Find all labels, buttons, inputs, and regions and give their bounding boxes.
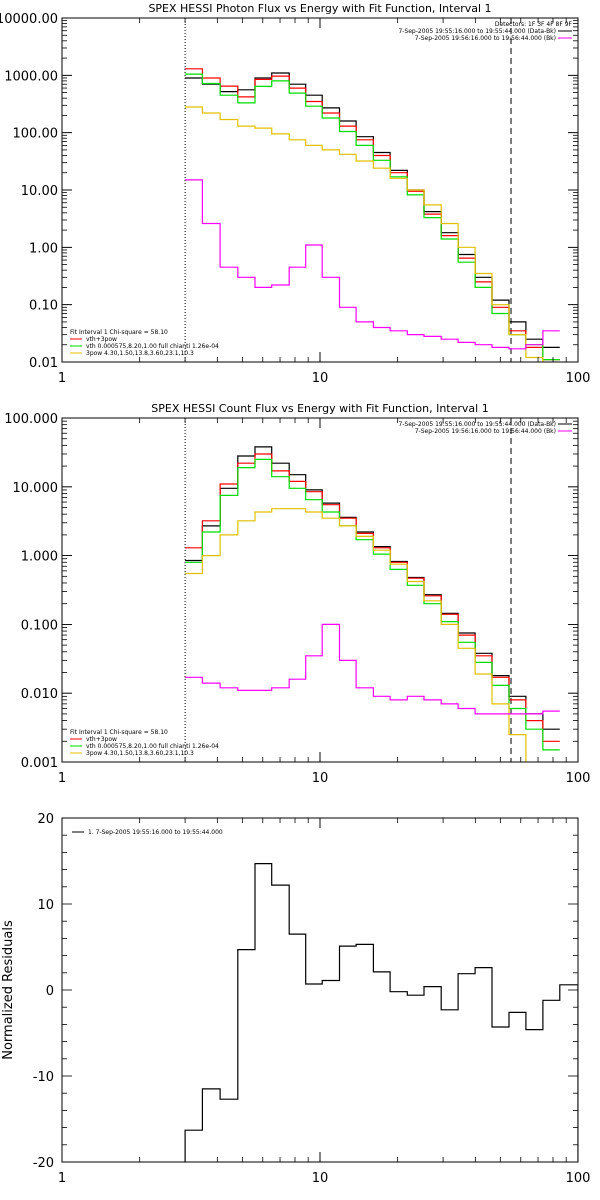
panel1-legend-header: Fit Interval 1 Chi-square = 58.10 bbox=[70, 329, 168, 336]
panel3-ytick-label: -20 bbox=[33, 1156, 54, 1171]
panel2-legend-entry: vth 0.000575,8.20,1.00 full chianti 1.26… bbox=[86, 743, 219, 750]
panel2-plot-area bbox=[184, 418, 560, 762]
panel3-frame bbox=[61, 817, 579, 1163]
panel2-series-1 bbox=[185, 453, 560, 742]
panel2-title: SPEX HESSI Count Flux vs Energy with Fit… bbox=[151, 402, 488, 415]
panel2-frame bbox=[61, 417, 579, 763]
panel2-legend-entry: 3pow 4.30,1.50,13.8,3.60,23.1,10.3 bbox=[86, 750, 194, 757]
panel1-legend-entry: vth+3pow bbox=[86, 336, 117, 343]
panel1-ytick-label: 10000.00 bbox=[0, 12, 58, 27]
panel2-legend-top-entry: 7-Sep-2005 19:56:16.000 to 19:56:44.000 … bbox=[415, 428, 556, 435]
panel2-ytick-label: 0.001 bbox=[21, 756, 58, 771]
panel1-ytick-label: 10.00 bbox=[21, 184, 58, 199]
panel3-ylabel: Normalized Residuals bbox=[1, 920, 16, 1060]
panel2-series-3 bbox=[185, 508, 527, 762]
panel3-legend-entry: 1. 7-Sep-2005 19:55:16.000 to 19:55:44.0… bbox=[88, 829, 223, 836]
panel2-ytick-label: 0.010 bbox=[21, 687, 58, 702]
panel3-xtick-label: 1 bbox=[58, 1171, 66, 1186]
panel2-xtick-label: 100 bbox=[566, 771, 591, 786]
panel1-series-1 bbox=[185, 68, 560, 361]
panel2-series-0 bbox=[185, 446, 560, 730]
panel1-legend-detectors: Detectors: 1F 3F 4F 8F 9F bbox=[495, 21, 573, 28]
panel1-legend-entry: vth 0.000575,8.20,1.00 full chianti 1.26… bbox=[86, 343, 219, 350]
panel1-xtick-label: 10 bbox=[312, 371, 329, 386]
panel2-ytick-label: 0.100 bbox=[21, 618, 58, 633]
panel3-ytick-label: -10 bbox=[33, 1070, 54, 1085]
panel2-legend-entry: vth+3pow bbox=[86, 736, 117, 743]
panel2-xtick-label: 1 bbox=[58, 771, 66, 786]
panel3-ytick-label: 20 bbox=[37, 812, 54, 827]
panel2-ytick-label: 1.000 bbox=[21, 550, 58, 565]
panel3-ytick-label: 0 bbox=[46, 984, 54, 999]
panel1-ytick-label: 100.00 bbox=[13, 127, 59, 142]
panel2-series-4 bbox=[185, 623, 560, 715]
panel1-legend-top-entry: 7-Sep-2005 19:55:16.000 to 19:55:44.000 … bbox=[398, 28, 556, 35]
panel1-ytick-label: 0.01 bbox=[29, 356, 58, 371]
panel1-ytick-label: 1.00 bbox=[29, 241, 58, 256]
panel1-legend-entry: 3pow 4.30,1.50,13.8,3.60,23.1,10.3 bbox=[86, 350, 194, 357]
panel1-frame bbox=[61, 17, 579, 363]
panel1-xtick-label: 1 bbox=[58, 371, 66, 386]
panel3-ytick-label: 10 bbox=[37, 898, 54, 913]
panel1-ytick-label: 0.10 bbox=[29, 299, 58, 314]
panel3-xtick-label: 10 bbox=[312, 1171, 329, 1186]
panel1-ytick-label: 1000.00 bbox=[4, 69, 58, 84]
panel2-series-2 bbox=[185, 458, 560, 751]
panel1-xtick-label: 100 bbox=[566, 371, 591, 386]
panel1-series-0 bbox=[185, 72, 560, 348]
panel1-series-2 bbox=[185, 73, 560, 361]
panel2-legend-top-entry: 7-Sep-2005 19:55:16.000 to 19:55:44.000 … bbox=[398, 421, 556, 428]
panel1-series-3 bbox=[185, 106, 544, 362]
panel3-xtick-label: 100 bbox=[566, 1171, 591, 1186]
panel2-ytick-label: 100.000 bbox=[4, 412, 58, 427]
panel1-series-4 bbox=[185, 179, 560, 350]
panel3-plot-area bbox=[184, 863, 578, 1162]
panel2-xtick-label: 10 bbox=[312, 771, 329, 786]
panel1-title: SPEX HESSI Photon Flux vs Energy with Fi… bbox=[148, 2, 491, 15]
panel3-series-0 bbox=[184, 863, 578, 1162]
panel2-ytick-label: 10.000 bbox=[13, 481, 59, 496]
panel1-legend-top-entry: 7-Sep-2005 19:56:16.000 to 19:56:44.000 … bbox=[415, 35, 556, 42]
panel2-legend-header: Fit Interval 1 Chi-square = 58.10 bbox=[70, 729, 168, 736]
panel1-plot-area bbox=[184, 18, 560, 362]
